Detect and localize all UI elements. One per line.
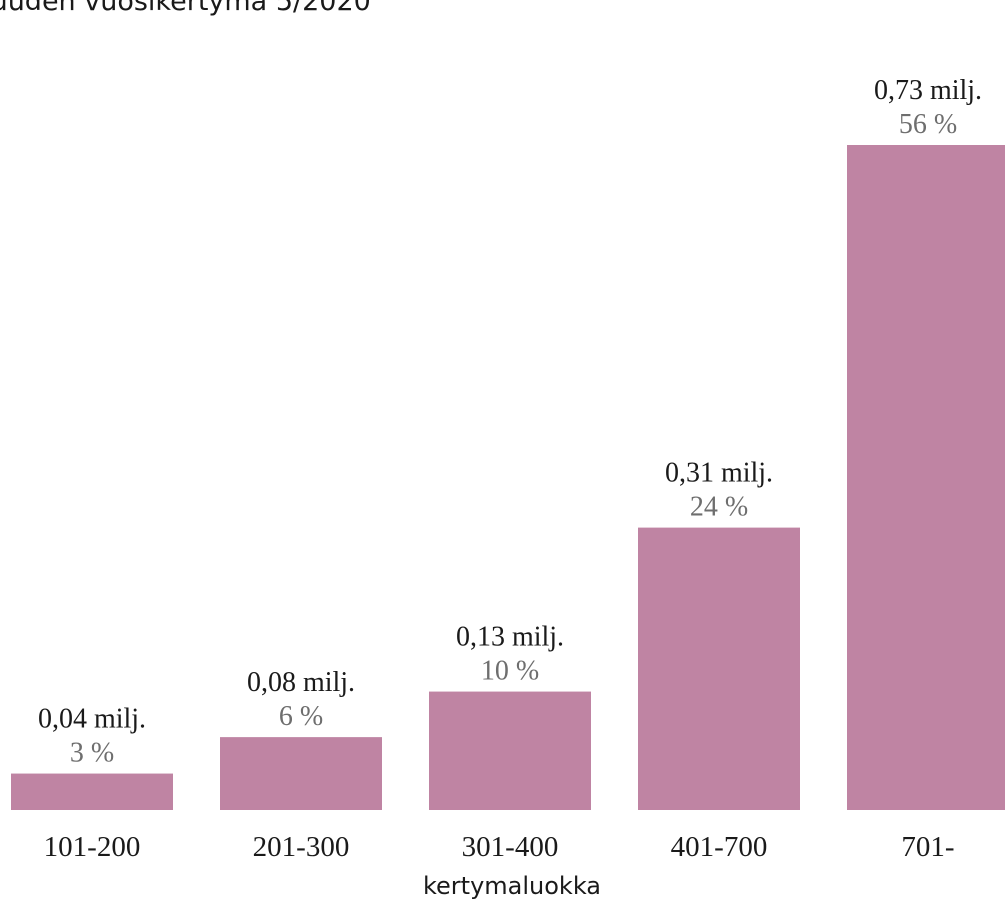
- value-label-401-700: 0,31 milj.: [665, 458, 773, 489]
- x-tick-label-401-700: 401-700: [671, 831, 768, 863]
- x-tick-label-101-200: 101-200: [44, 831, 141, 863]
- bar-401-700: [638, 527, 800, 810]
- labels-layer: 0,04 milj.3 % 0,08 milj.6 % 0,13 milj.10 %…: [38, 75, 982, 769]
- x-axis-label: kertymaluokka: [423, 872, 601, 900]
- bar-101-200: [11, 773, 173, 810]
- value-label-701-: 0,73 milj.: [874, 75, 982, 106]
- x-tick-label-301-400: 301-400: [462, 831, 559, 863]
- value-label-101-200: 0,04 milj.: [38, 704, 146, 735]
- bar-701-: [847, 145, 1005, 810]
- percent-label-301-400: 10 %: [481, 656, 539, 687]
- x-tick-label-201-300: 201-300: [253, 831, 350, 863]
- bar-201-300: [220, 737, 382, 810]
- x-tick-labels: 101-200 201-300 301-400 401-700 701-: [44, 831, 955, 863]
- chart-title: osuuden vuosikertymä 5/2020: [0, 0, 371, 17]
- percent-label-101-200: 3 %: [70, 738, 114, 769]
- percent-label-701-: 56 %: [899, 109, 957, 140]
- value-label-301-400: 0,13 milj.: [456, 622, 564, 653]
- x-tick-label-701-: 701-: [901, 831, 954, 863]
- percent-label-401-700: 24 %: [690, 492, 748, 523]
- bar-301-400: [429, 691, 591, 810]
- bars-layer: [11, 145, 1005, 810]
- value-label-201-300: 0,08 milj.: [247, 667, 355, 698]
- percent-label-201-300: 6 %: [279, 701, 323, 732]
